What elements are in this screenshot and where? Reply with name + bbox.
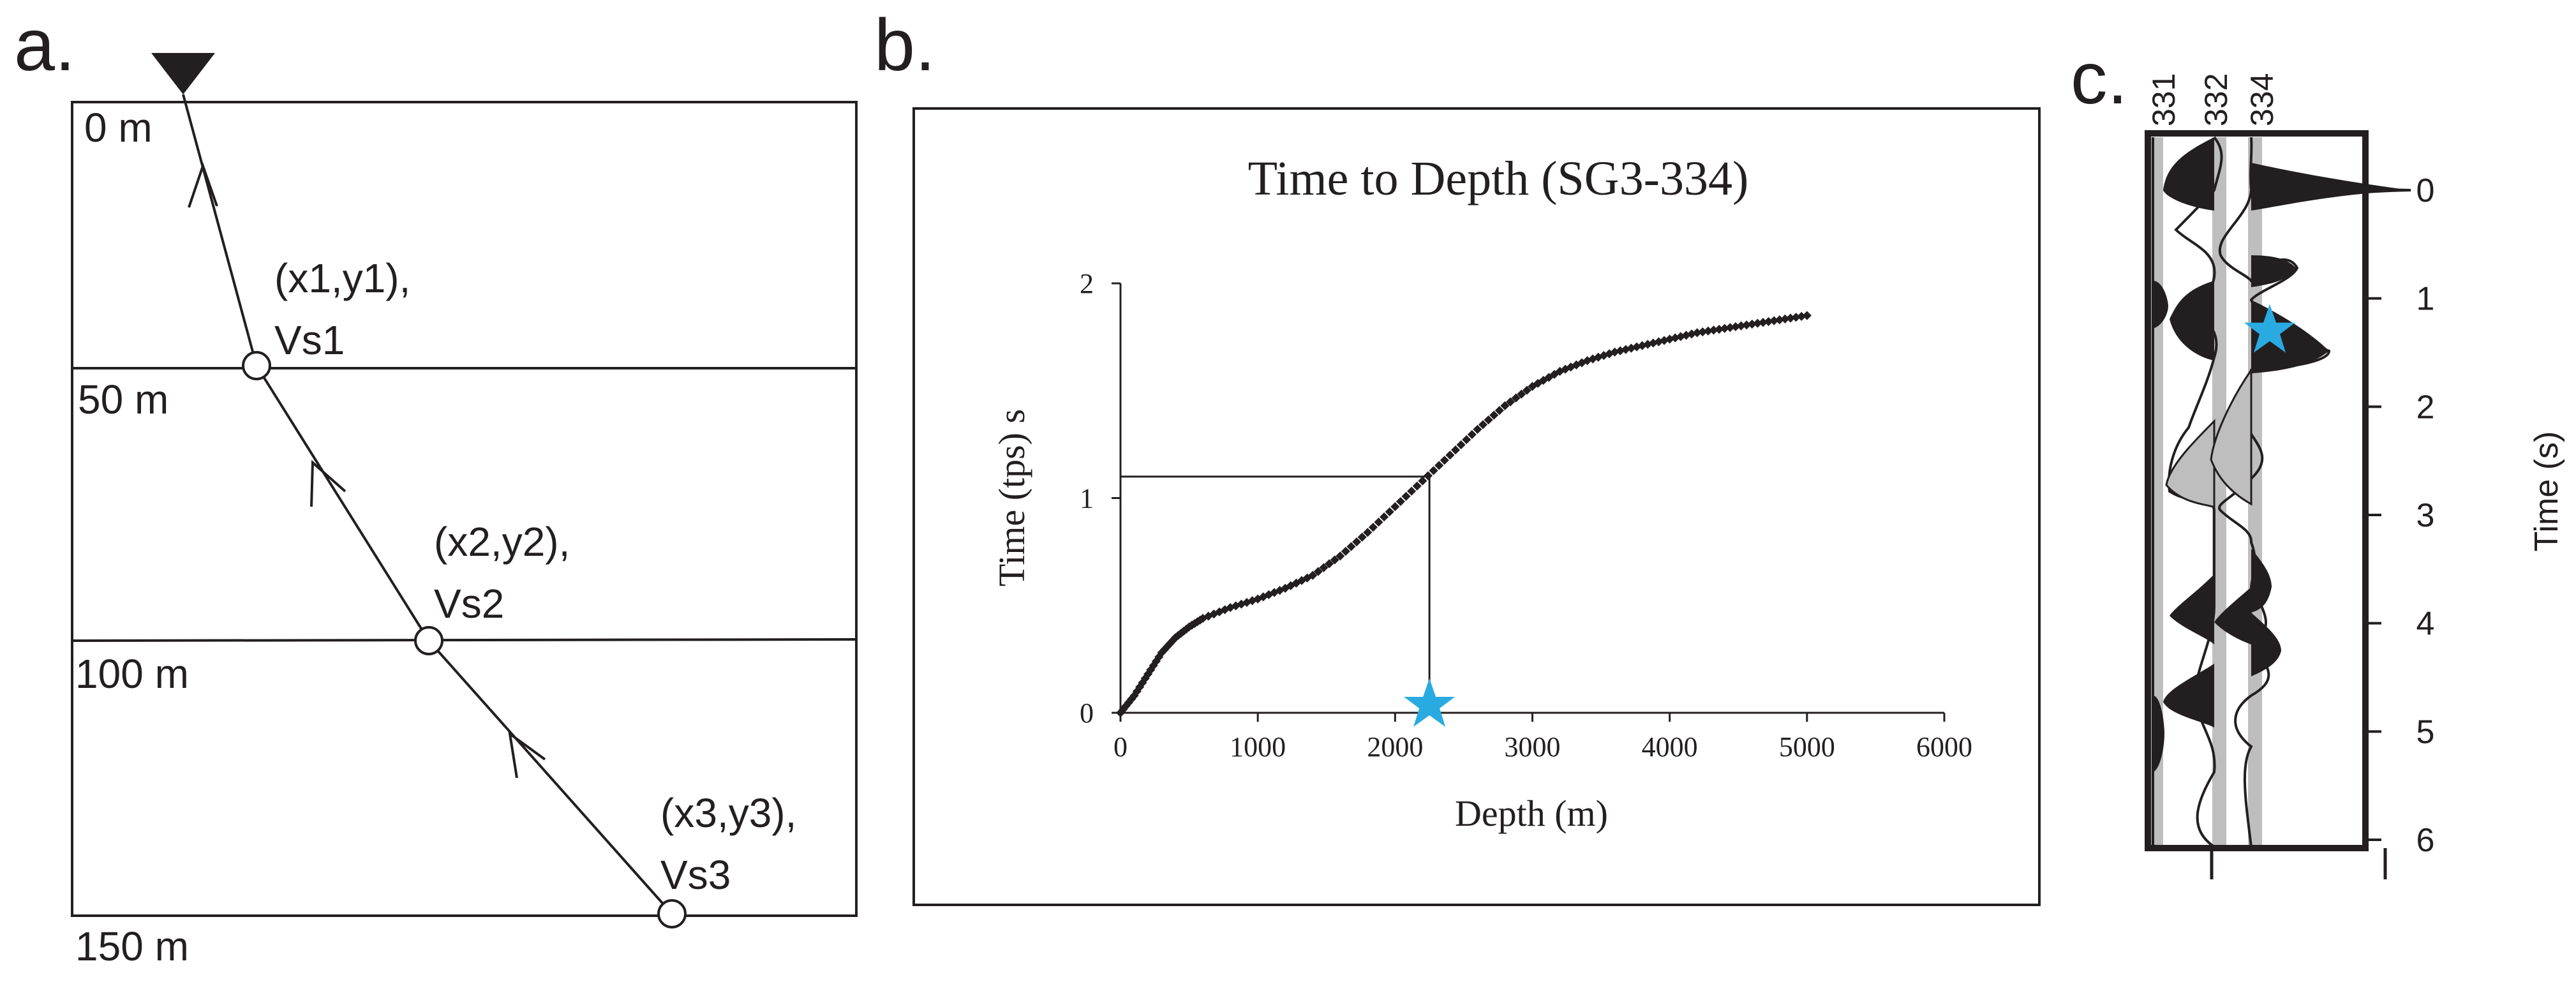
- time-tick-label: 3: [2416, 497, 2435, 534]
- trace-332-trough-2: [2170, 281, 2214, 361]
- time-axis-label: Time (s): [2528, 431, 2565, 552]
- chart-title: Time to Depth (SG3-334): [1248, 152, 1749, 205]
- panel-b: b. Time to Depth (SG3-334) 0 1000 2000 3000…: [874, 4, 2041, 906]
- trace-334-gray-lobe: [2210, 367, 2252, 506]
- x-tick-label: 3000: [1505, 731, 1561, 763]
- trace-331-peak-2: [2153, 696, 2164, 772]
- x-tick-label: 1000: [1230, 731, 1286, 763]
- panel-c-letter: c.: [2071, 38, 2127, 119]
- depth-marker-star-icon: [1404, 678, 1456, 727]
- depth-label-150: 150 m: [75, 923, 189, 969]
- panel-a-letter: a.: [14, 4, 75, 86]
- traces-frame: [2145, 130, 2369, 851]
- x-tick-label: 2000: [1367, 731, 1423, 763]
- trace-label-332: 332: [2198, 73, 2234, 126]
- trace-332-first-trough: [2163, 137, 2214, 211]
- x-tick-label: 0: [1113, 731, 1128, 763]
- x-axis-label: Depth (m): [1455, 793, 1608, 834]
- depth-label-50: 50 m: [78, 376, 168, 422]
- y-tick-label: 2: [1080, 268, 1094, 299]
- y-tick-label: 1: [1080, 483, 1094, 514]
- trace-332-trough-3: [2170, 574, 2214, 645]
- ray-arrow-3-icon: [508, 731, 546, 779]
- chart-frame: [912, 107, 2041, 906]
- time-tick-label: 6: [2416, 822, 2435, 859]
- trace-334-peak-5: [2251, 613, 2281, 676]
- trace-331: [2151, 137, 2168, 847]
- point-1-coord: (x1,y1),: [274, 255, 410, 301]
- point-1-marker: [242, 351, 271, 380]
- ray-path: [182, 94, 673, 915]
- trace-332: [2163, 136, 2223, 848]
- trace-332-trough-4: [2163, 664, 2214, 727]
- ray-arrow-2-icon: [310, 459, 346, 507]
- trace-column-332: [2212, 137, 2226, 847]
- trace-334-peak-2: [2251, 255, 2296, 287]
- layer-box: [71, 101, 858, 917]
- y-tick-label: 0: [1080, 697, 1094, 729]
- point-3-vs: Vs3: [660, 852, 731, 898]
- x-ticks: 0 1000 2000 3000 4000 5000 6000: [1113, 713, 1972, 763]
- x-tick-label: 6000: [1916, 731, 1972, 763]
- receiver-triangle-icon: [151, 53, 215, 94]
- y-ticks: 0 1 2: [1080, 268, 1120, 729]
- point-2-coord: (x2,y2),: [434, 519, 570, 565]
- time-tick-label: 5: [2416, 713, 2435, 750]
- time-tick-label: 0: [2416, 172, 2435, 209]
- x-tick-label: 4000: [1642, 731, 1698, 763]
- trace-334-trough: [2214, 587, 2251, 645]
- time-tick-label: 1: [2416, 281, 2435, 318]
- point-2-vs: Vs2: [434, 581, 504, 627]
- panel-c: c. 331 332 334: [2071, 38, 2565, 879]
- depth-label-0: 0 m: [84, 105, 153, 151]
- depth-label-100: 100 m: [75, 651, 189, 697]
- y-axis-label: Time (tps) s: [991, 409, 1032, 586]
- panel-a: a. 0 m 50 m 100 m 150 m (x1,y1), Vs1 (x2…: [14, 4, 858, 969]
- trace-332-gray-lobe: [2165, 419, 2215, 509]
- trace-331-peak: [2153, 281, 2168, 329]
- series-sg3-334: [1115, 311, 1812, 718]
- panel-b-letter: b.: [874, 4, 935, 86]
- point-3-marker: [657, 899, 687, 928]
- trace-label-334: 334: [2244, 73, 2280, 126]
- point-2-marker: [414, 626, 443, 655]
- trace-334: [2210, 137, 2411, 847]
- time-tick-label: 4: [2416, 606, 2435, 643]
- data-point: [1802, 311, 1812, 320]
- point-1-vs: Vs1: [274, 317, 345, 363]
- layer-boundary-100: [71, 638, 857, 642]
- point-3-coord: (x3,y3),: [660, 790, 796, 836]
- trace-334-peak-4: [2251, 549, 2272, 613]
- x-tick-label: 5000: [1779, 731, 1835, 763]
- trace-label-331: 331: [2146, 73, 2182, 126]
- time-axis-ticks: 0 1 2 3 4 5 6: [2365, 172, 2434, 859]
- time-tick-label: 2: [2416, 389, 2435, 426]
- ray-arrow-1-icon: [188, 161, 218, 208]
- trace-334-first-peak: [2251, 163, 2411, 211]
